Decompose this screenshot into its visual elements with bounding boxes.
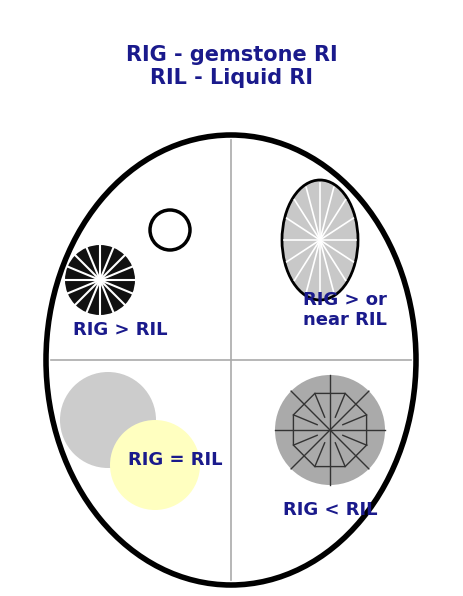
Ellipse shape [282, 180, 358, 300]
Text: RIG > or
near RIL: RIG > or near RIL [303, 291, 387, 330]
Circle shape [60, 372, 156, 468]
Circle shape [275, 375, 385, 485]
Ellipse shape [46, 135, 416, 585]
Text: RIG > RIL: RIG > RIL [73, 321, 167, 339]
Circle shape [150, 210, 190, 250]
Circle shape [110, 420, 200, 510]
Text: RIG < RIL: RIG < RIL [283, 501, 377, 519]
Text: RIG = RIL: RIG = RIL [128, 451, 222, 469]
Circle shape [65, 245, 135, 315]
Text: RIG - gemstone RI
RIL - Liquid RI: RIG - gemstone RI RIL - Liquid RI [125, 45, 338, 88]
